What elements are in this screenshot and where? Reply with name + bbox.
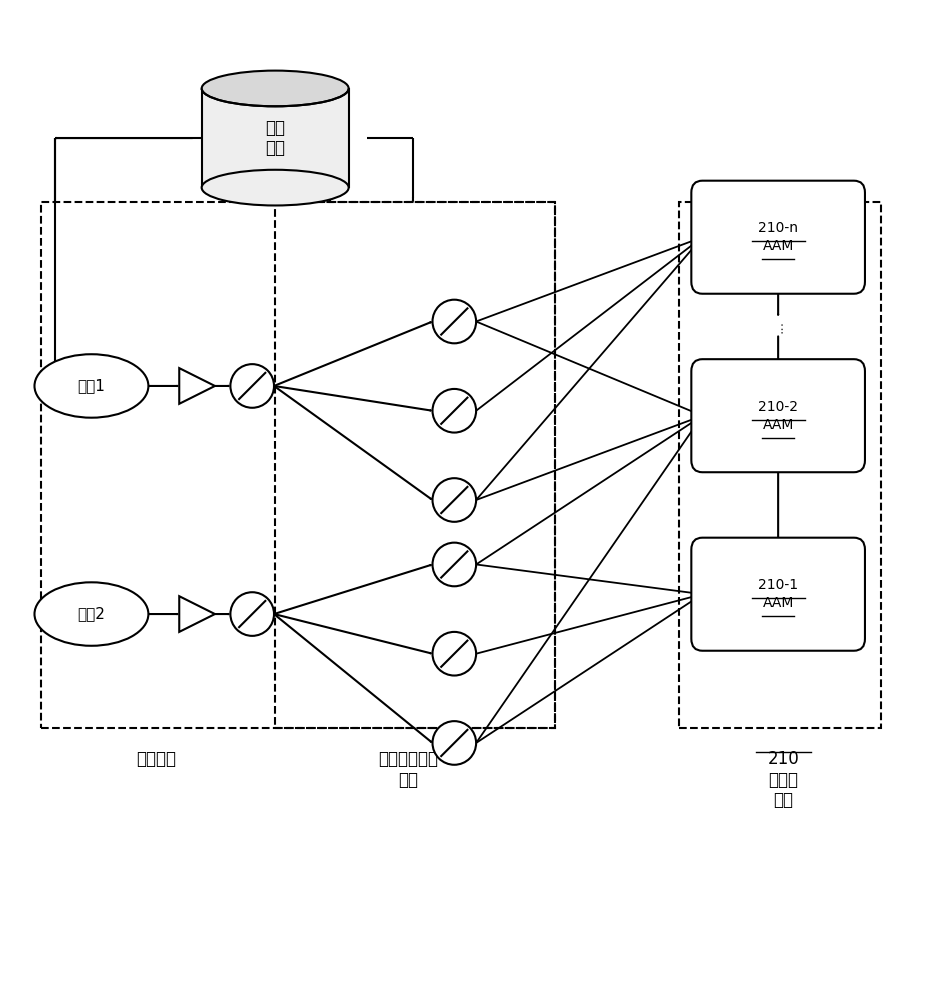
Text: 波束2: 波束2 xyxy=(78,607,106,622)
Ellipse shape xyxy=(34,354,148,418)
Ellipse shape xyxy=(433,543,476,586)
Ellipse shape xyxy=(433,478,476,522)
Text: 210
多天线
阵列: 210 多天线 阵列 xyxy=(768,750,799,810)
Text: ...: ... xyxy=(771,320,785,333)
Bar xyxy=(679,202,882,728)
Text: 峰值滤网相位
向量: 峰值滤网相位 向量 xyxy=(378,750,438,789)
Ellipse shape xyxy=(202,71,349,106)
FancyBboxPatch shape xyxy=(692,359,865,472)
Text: 210-2: 210-2 xyxy=(758,400,798,414)
Ellipse shape xyxy=(433,389,476,433)
Text: 波束1: 波束1 xyxy=(78,378,106,393)
Text: 峰值
滤网: 峰值 滤网 xyxy=(265,119,286,157)
Ellipse shape xyxy=(34,582,148,646)
Ellipse shape xyxy=(202,170,349,205)
Text: 补偿单元: 补偿单元 xyxy=(135,750,176,768)
Text: 210-1: 210-1 xyxy=(758,578,798,592)
Ellipse shape xyxy=(231,592,274,636)
Bar xyxy=(41,202,555,728)
Ellipse shape xyxy=(433,721,476,765)
Ellipse shape xyxy=(231,364,274,408)
Ellipse shape xyxy=(433,632,476,676)
FancyBboxPatch shape xyxy=(692,538,865,651)
Text: AAM: AAM xyxy=(762,596,794,610)
Text: 210-n: 210-n xyxy=(758,221,798,235)
Bar xyxy=(202,88,349,188)
Text: AAM: AAM xyxy=(762,239,794,253)
FancyBboxPatch shape xyxy=(692,181,865,294)
Bar xyxy=(275,202,555,728)
Text: AAM: AAM xyxy=(762,418,794,432)
Ellipse shape xyxy=(433,300,476,343)
